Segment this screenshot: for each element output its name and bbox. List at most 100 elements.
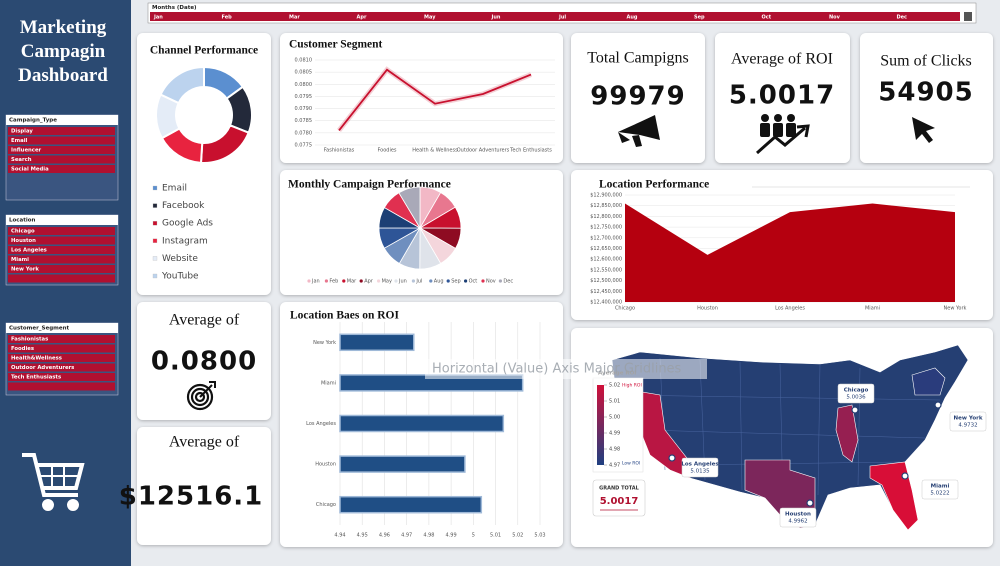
x-tick-label: Health & Wellness bbox=[412, 148, 458, 154]
city-marker bbox=[668, 454, 676, 462]
timeline-month[interactable]: Jan bbox=[153, 15, 163, 21]
y-tick-label: $12,700,000 bbox=[590, 235, 622, 241]
slicer-item[interactable]: Display bbox=[11, 129, 33, 135]
timeline-title: Months (Date) bbox=[152, 5, 197, 11]
timeline-month[interactable]: Jun bbox=[491, 15, 501, 21]
timeline-month[interactable]: Sep bbox=[694, 15, 705, 21]
y-tick-label: $12,650,000 bbox=[590, 246, 622, 252]
legend-label: Instagram bbox=[162, 236, 208, 246]
chart-title: Location Performance bbox=[599, 179, 709, 191]
y-tick-label: 0.0810 bbox=[295, 58, 313, 64]
state-region bbox=[911, 367, 946, 396]
slicer-item-bg bbox=[8, 363, 115, 372]
legend-swatch bbox=[464, 279, 468, 283]
card-value: $12516.1 bbox=[119, 482, 264, 512]
y-tick-label: 0.0775 bbox=[295, 143, 313, 149]
chart-title: Monthly Campaign Performance bbox=[288, 179, 451, 191]
megaphone-icon bbox=[618, 115, 660, 147]
x-tick-label: Foodies bbox=[377, 148, 396, 154]
slicer-item[interactable]: Los Angeles bbox=[11, 248, 47, 254]
legend-label: Oct bbox=[469, 279, 478, 285]
legend-label: Jul bbox=[415, 279, 422, 285]
y-tick-label: 0.0780 bbox=[295, 130, 313, 136]
timeline-month[interactable]: Aug bbox=[627, 15, 638, 21]
timeline-month[interactable]: May bbox=[424, 15, 436, 21]
city-callout bbox=[921, 479, 959, 500]
city-callout bbox=[949, 411, 987, 432]
panel bbox=[137, 427, 271, 545]
x-tick-label: 4.98 bbox=[423, 533, 434, 539]
legend-swatch bbox=[307, 279, 311, 283]
color-tick-label: 5.00 bbox=[609, 415, 620, 421]
slicer-item[interactable]: Miami bbox=[11, 257, 29, 263]
y-tick-label: 0.0790 bbox=[295, 106, 313, 112]
bar bbox=[339, 455, 466, 473]
timeline-month[interactable]: Mar bbox=[289, 15, 300, 21]
legend-label: Sep bbox=[451, 279, 460, 285]
legend-label: Email bbox=[162, 184, 187, 194]
legend-label: Jan bbox=[311, 279, 320, 285]
city-value: 5.0036 bbox=[846, 395, 866, 401]
y-tick-label: $12,500,000 bbox=[590, 278, 622, 284]
slicer-item[interactable]: Social Media bbox=[11, 167, 49, 173]
city-name: Houston bbox=[785, 512, 811, 518]
x-tick-label: Los Angeles bbox=[775, 306, 805, 312]
card-value: 54905 bbox=[878, 78, 973, 108]
slicer-item[interactable]: New York bbox=[11, 267, 39, 273]
city-value: 5.0222 bbox=[930, 491, 949, 497]
tooltip: Horizontal (Value) Axis Major Gridlines bbox=[432, 362, 682, 377]
slicer-item-bg bbox=[8, 127, 115, 135]
legend-label: Aug bbox=[434, 279, 444, 285]
line bbox=[338, 68, 532, 131]
panel bbox=[715, 33, 850, 163]
cursor-icon bbox=[912, 117, 935, 143]
slicer-item[interactable]: Outdoor Adventurers bbox=[11, 365, 74, 371]
y-tick-label: $12,750,000 bbox=[590, 225, 622, 231]
city-value: 4.9962 bbox=[788, 519, 807, 525]
slicer-item[interactable]: Search bbox=[11, 157, 32, 163]
card-value: 99979 bbox=[590, 82, 685, 112]
legend-label: Mar bbox=[347, 279, 357, 285]
slicer-item-bg bbox=[8, 165, 115, 173]
slicer-item[interactable]: Tech Enthusiasts bbox=[11, 375, 61, 381]
slicer-item-bg bbox=[8, 335, 115, 343]
slicer-item[interactable]: Foodies bbox=[11, 346, 34, 352]
x-tick-label: 5 bbox=[472, 533, 475, 539]
card-title: Average of bbox=[169, 312, 240, 329]
slicer-title: Customer_Segment bbox=[9, 326, 70, 332]
slicer-item-bg bbox=[8, 146, 115, 154]
slicer-item[interactable]: Influencer bbox=[11, 148, 42, 154]
timeline-month[interactable]: Nov bbox=[829, 15, 841, 21]
timeline-month[interactable]: Jul bbox=[558, 15, 566, 21]
slicer-item-bg bbox=[8, 155, 115, 164]
timeline-month[interactable]: Feb bbox=[222, 15, 233, 21]
slicer-item[interactable]: Fashionistas bbox=[11, 337, 48, 343]
slicer-item[interactable]: Chicago bbox=[11, 229, 35, 235]
timeline-month[interactable]: Apr bbox=[357, 15, 367, 21]
card-title: Average of bbox=[169, 434, 240, 451]
slicer-item[interactable]: Email bbox=[11, 138, 28, 144]
city-name: Los Angeles bbox=[681, 462, 719, 468]
legend-low: Low ROI bbox=[622, 461, 640, 467]
x-tick-label: 4.95 bbox=[357, 533, 368, 539]
card-title: Sum of Clicks bbox=[880, 53, 972, 70]
timeline-month[interactable]: Oct bbox=[762, 15, 772, 21]
legend-swatch bbox=[411, 279, 415, 283]
legend-swatch bbox=[498, 279, 502, 283]
timeline-month[interactable]: Dec bbox=[897, 15, 908, 21]
city-marker bbox=[934, 401, 942, 409]
color-tick-label: 4.98 bbox=[609, 447, 620, 453]
slicer-item[interactable]: Health&Wellness bbox=[11, 356, 62, 362]
slicer-item[interactable]: Houston bbox=[11, 238, 36, 244]
city-value: 4.9732 bbox=[958, 423, 977, 429]
legend-swatch bbox=[152, 221, 158, 226]
city-marker bbox=[806, 499, 814, 507]
legend-swatch bbox=[481, 279, 485, 283]
x-tick-label: 4.94 bbox=[334, 533, 345, 539]
panel bbox=[571, 33, 705, 163]
slicer-item-bg bbox=[8, 255, 115, 264]
target-icon bbox=[190, 387, 210, 407]
state-border bbox=[644, 429, 926, 439]
legend-label: Google Ads bbox=[162, 219, 213, 229]
x-tick-label: Fashionistas bbox=[324, 148, 355, 154]
